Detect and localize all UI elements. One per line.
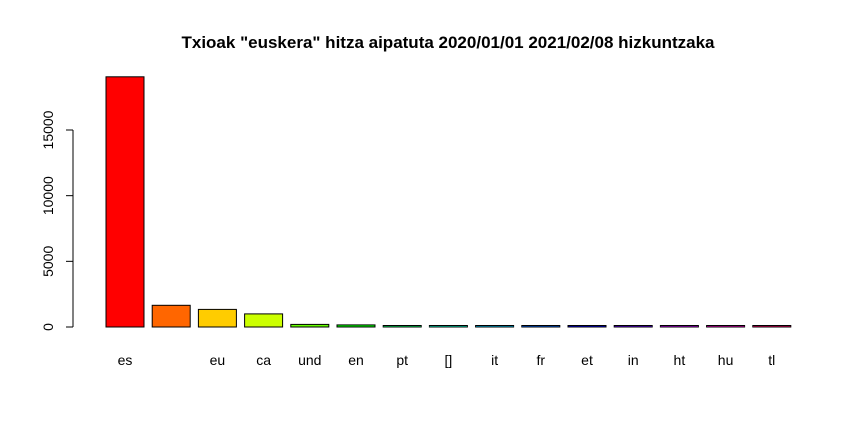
bar-et [567, 325, 607, 328]
x-tick-label: ca [256, 352, 271, 368]
x-tick-label: tl [768, 352, 775, 368]
x-tick-label: it [491, 352, 498, 368]
bar-tl [752, 325, 792, 328]
x-tick-labels: es eu ca und en pt [] it fr et in ht hu tl [118, 352, 776, 368]
bar-und [290, 323, 330, 328]
y-tick-label: 0 [40, 323, 56, 331]
bar-in [613, 325, 653, 328]
x-tick-label: et [581, 352, 593, 368]
bars [105, 76, 792, 328]
chart-title: Txioak "euskera" hitza aipatuta 2020/01/… [181, 33, 715, 52]
bar-ht [659, 325, 699, 328]
bar-ca [244, 313, 284, 328]
bar-es [105, 76, 145, 328]
x-tick-label: pt [396, 352, 408, 368]
bar-fr [521, 325, 561, 328]
bar-eu [197, 308, 237, 328]
y-tick-label: 5000 [40, 246, 56, 277]
x-tick-label: hu [718, 352, 734, 368]
bar-unlabeled [151, 304, 191, 328]
bar-hu [706, 325, 746, 328]
bar-[] [428, 325, 468, 328]
x-tick-label: ht [674, 352, 686, 368]
bar-it [475, 325, 515, 328]
x-tick-label: und [298, 352, 321, 368]
bar-en [336, 324, 376, 328]
y-tick-label: 15000 [40, 110, 56, 149]
x-tick-label: [] [445, 352, 453, 368]
x-tick-label: in [628, 352, 639, 368]
x-tick-label: eu [210, 352, 226, 368]
x-tick-label: es [118, 352, 133, 368]
y-tick-label: 10000 [40, 176, 56, 215]
bar-pt [382, 325, 422, 328]
x-tick-label: en [348, 352, 364, 368]
y-axis: 0 5000 10000 15000 [40, 110, 74, 331]
x-tick-label: fr [537, 352, 546, 368]
